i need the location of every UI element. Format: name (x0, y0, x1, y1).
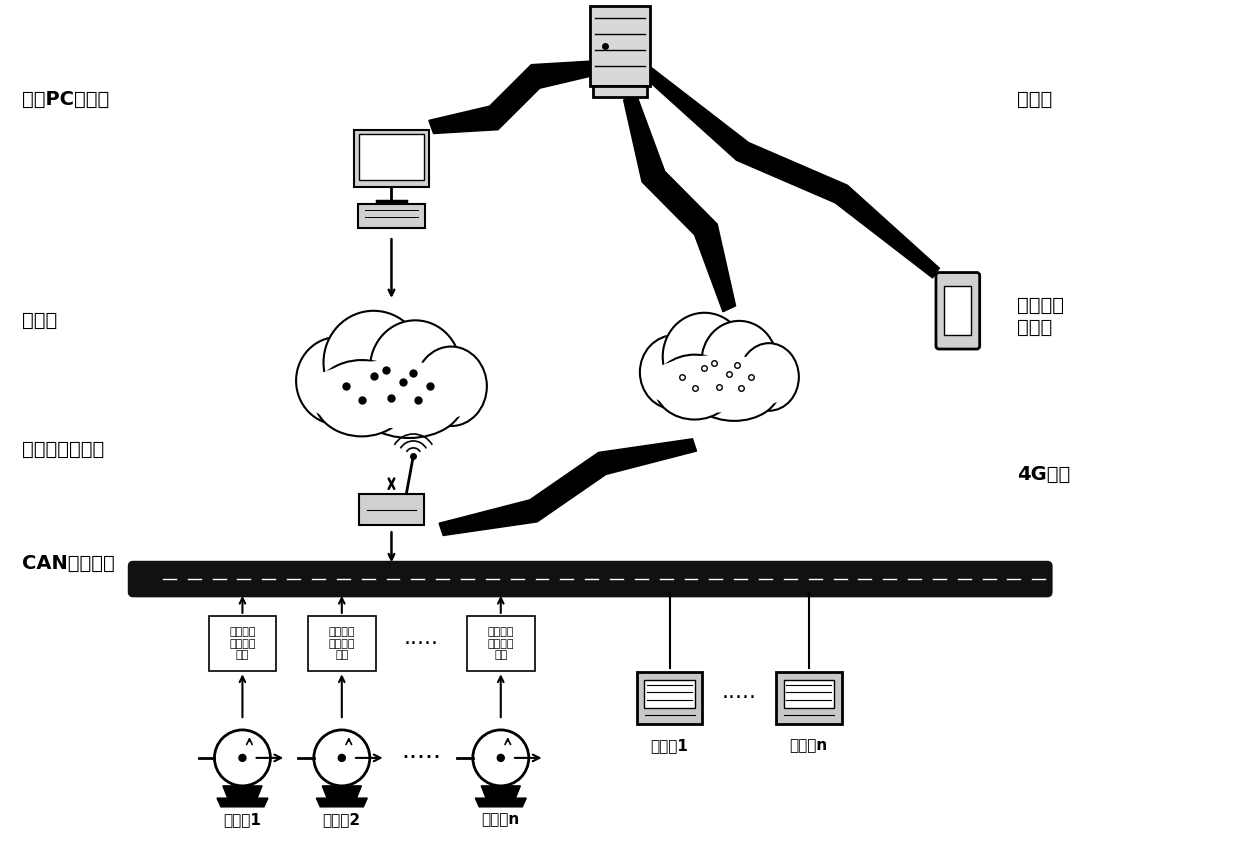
Polygon shape (481, 786, 521, 798)
FancyBboxPatch shape (129, 562, 1052, 596)
Ellipse shape (739, 343, 799, 411)
Text: 计量泵专
用数字变
换器: 计量泵专 用数字变 换器 (329, 627, 355, 660)
Ellipse shape (702, 321, 777, 402)
Polygon shape (439, 439, 697, 535)
Text: ·····: ····· (722, 689, 756, 708)
Text: 计量泵专
用数字变
换器: 计量泵专 用数字变 换器 (487, 627, 515, 660)
Text: 专用双信道网关: 专用双信道网关 (22, 440, 104, 459)
FancyBboxPatch shape (360, 494, 424, 525)
FancyBboxPatch shape (776, 672, 842, 724)
FancyBboxPatch shape (360, 134, 424, 180)
Text: CAN总线网络: CAN总线网络 (22, 554, 114, 573)
FancyBboxPatch shape (945, 286, 971, 335)
Ellipse shape (689, 360, 779, 421)
Ellipse shape (303, 361, 481, 428)
FancyBboxPatch shape (308, 616, 376, 671)
FancyBboxPatch shape (358, 204, 424, 227)
FancyBboxPatch shape (208, 616, 277, 671)
Ellipse shape (370, 320, 460, 416)
Ellipse shape (655, 355, 734, 420)
Circle shape (239, 754, 246, 761)
Text: 4G网络: 4G网络 (1018, 465, 1070, 484)
FancyBboxPatch shape (467, 616, 534, 671)
Circle shape (497, 754, 505, 761)
Polygon shape (645, 67, 940, 278)
Ellipse shape (296, 337, 379, 425)
Ellipse shape (662, 313, 746, 400)
Text: 服务器: 服务器 (1018, 90, 1053, 109)
Text: ·····: ····· (404, 634, 439, 654)
Polygon shape (475, 798, 526, 807)
FancyBboxPatch shape (593, 86, 647, 97)
Polygon shape (624, 94, 735, 311)
Text: 计量泵n: 计量泵n (481, 812, 520, 828)
Text: ·····: ····· (402, 746, 441, 770)
FancyBboxPatch shape (784, 680, 835, 708)
Ellipse shape (415, 347, 487, 426)
Polygon shape (322, 786, 361, 798)
Text: 计量泵2: 计量泵2 (322, 812, 361, 828)
Ellipse shape (356, 367, 463, 438)
FancyBboxPatch shape (645, 680, 694, 708)
Ellipse shape (314, 360, 409, 436)
FancyBboxPatch shape (353, 131, 429, 187)
FancyBboxPatch shape (637, 672, 703, 724)
Polygon shape (316, 798, 367, 807)
FancyBboxPatch shape (936, 272, 980, 349)
Ellipse shape (324, 311, 424, 414)
Text: 远程手机
控制端: 远程手机 控制端 (1018, 296, 1064, 336)
Circle shape (339, 754, 345, 761)
Ellipse shape (645, 355, 794, 413)
Polygon shape (223, 786, 262, 798)
Text: 以太网: 以太网 (22, 311, 57, 330)
Text: 计量泵专
用数字变
换器: 计量泵专 用数字变 换器 (229, 627, 255, 660)
Text: 传感器1: 传感器1 (651, 738, 688, 753)
Text: 传感器n: 传感器n (790, 738, 828, 753)
Polygon shape (429, 61, 600, 133)
Polygon shape (217, 798, 268, 807)
Text: 远程PC工作站: 远程PC工作站 (22, 90, 109, 109)
Text: 计量泵1: 计量泵1 (223, 812, 262, 828)
FancyBboxPatch shape (590, 5, 650, 86)
Ellipse shape (640, 335, 709, 409)
